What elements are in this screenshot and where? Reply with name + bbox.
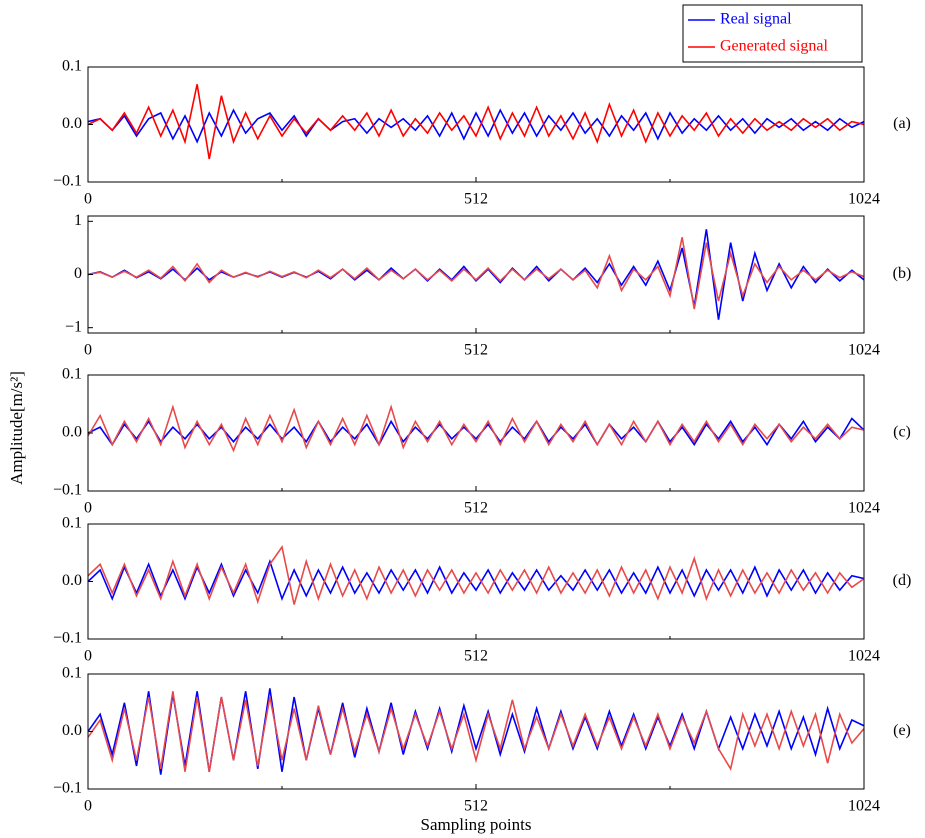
y-tick-label: −0.1 [53,780,82,797]
y-tick-label: −0.1 [53,482,82,499]
legend-label: Generated signal [720,38,829,55]
x-tick-label: 0 [84,648,92,665]
signal-line [88,545,864,605]
y-tick-label: 1 [74,212,82,229]
x-tick-label: 512 [464,191,488,208]
y-tick-label: −0.1 [53,173,82,190]
signal-line [88,108,864,144]
y-tick-label: 0 [74,265,82,282]
x-tick-label: 1024 [848,798,880,815]
y-tick-label: 0.1 [62,366,82,383]
plot-frame [87,673,865,790]
x-tick-label: 0 [84,798,92,815]
y-tick-label: 0.1 [62,515,82,532]
y-axis-label: Amplitude[m/s²] [7,371,26,485]
x-tick-label: 1024 [848,191,880,208]
x-tick-label: 512 [464,648,488,665]
y-tick-label: 0.0 [62,115,82,132]
legend-label: Real signal [720,11,792,28]
x-tick-label: 512 [464,500,488,517]
x-tick-label: 0 [84,500,92,517]
y-tick-label: −0.1 [53,630,82,647]
y-tick-label: 0.1 [62,58,82,75]
x-tick-label: 512 [464,342,488,359]
x-axis-label: Sampling points [421,815,532,834]
y-tick-label: 0.0 [62,572,82,589]
panel-label: (d) [893,572,912,589]
x-tick-label: 1024 [848,342,880,359]
y-tick-label: 0.1 [62,665,82,682]
y-tick-label: 0.0 [62,722,82,739]
panel-label: (e) [893,722,911,739]
legend-box [682,4,863,63]
signal-line [88,237,864,310]
signal-line [88,691,864,772]
signal-line [88,404,864,453]
x-tick-label: 1024 [848,500,880,517]
x-tick-label: 512 [464,798,488,815]
signal-line [88,558,864,602]
signal-line [88,84,864,160]
y-tick-label: −1 [65,318,82,335]
panel-label: (c) [893,424,911,441]
x-tick-label: 0 [84,191,92,208]
y-tick-label: 0.0 [62,424,82,441]
panel-label: (a) [893,115,911,132]
panel-label: (b) [893,265,912,282]
x-tick-label: 1024 [848,648,880,665]
x-tick-label: 0 [84,342,92,359]
